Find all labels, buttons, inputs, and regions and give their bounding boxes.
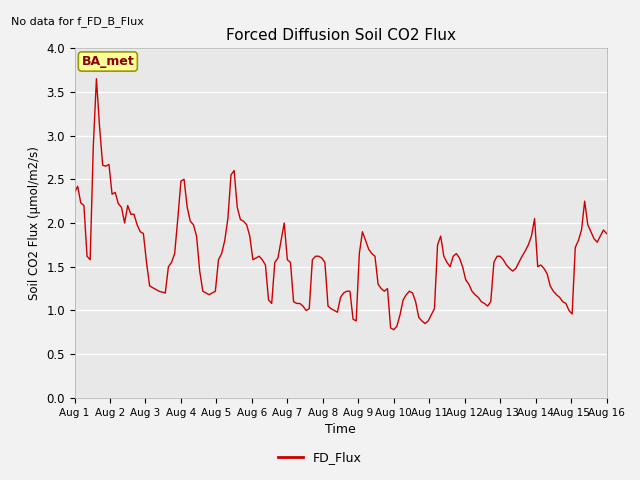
Title: Forced Diffusion Soil CO2 Flux: Forced Diffusion Soil CO2 Flux — [225, 28, 456, 43]
Text: No data for f_FD_B_Flux: No data for f_FD_B_Flux — [11, 16, 143, 27]
Text: BA_met: BA_met — [81, 55, 134, 68]
Y-axis label: Soil CO2 Flux (μmol/m2/s): Soil CO2 Flux (μmol/m2/s) — [28, 146, 40, 300]
X-axis label: Time: Time — [325, 423, 356, 436]
Legend: FD_Flux: FD_Flux — [273, 446, 367, 469]
